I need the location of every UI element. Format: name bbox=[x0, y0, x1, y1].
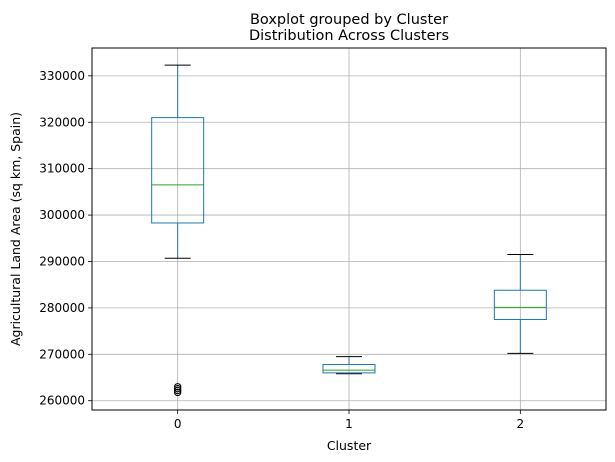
y-tick-label: 280000 bbox=[39, 301, 85, 315]
y-tick-label: 330000 bbox=[39, 69, 85, 83]
y-tick-label: 300000 bbox=[39, 208, 85, 222]
x-tick-label: 1 bbox=[345, 417, 353, 431]
y-axis-label: Agricultural Land Area (sq km, Spain) bbox=[8, 112, 23, 346]
chart-title: Distribution Across Clusters bbox=[249, 28, 449, 44]
x-tick-label: 0 bbox=[174, 417, 182, 431]
outlier-point bbox=[173, 383, 182, 391]
x-tick-label: 2 bbox=[517, 417, 525, 431]
y-tick-label: 290000 bbox=[39, 254, 85, 268]
boxes-group bbox=[151, 64, 547, 397]
x-axis-label: Cluster bbox=[327, 438, 372, 453]
x-axis: 0 1 2 bbox=[174, 410, 524, 431]
y-axis: 260000 270000 280000 290000 300000 310000 3200… bbox=[39, 69, 92, 408]
y-tick-label: 310000 bbox=[39, 162, 85, 176]
gridlines bbox=[92, 48, 606, 410]
box-iqr bbox=[493, 289, 547, 320]
y-tick-label: 260000 bbox=[39, 394, 85, 408]
box-iqr bbox=[322, 364, 376, 374]
y-tick-label: 270000 bbox=[39, 347, 85, 361]
y-tick-label: 320000 bbox=[39, 115, 85, 129]
box-iqr bbox=[151, 117, 205, 224]
chart-suptitle: Boxplot grouped by Cluster bbox=[250, 12, 448, 28]
